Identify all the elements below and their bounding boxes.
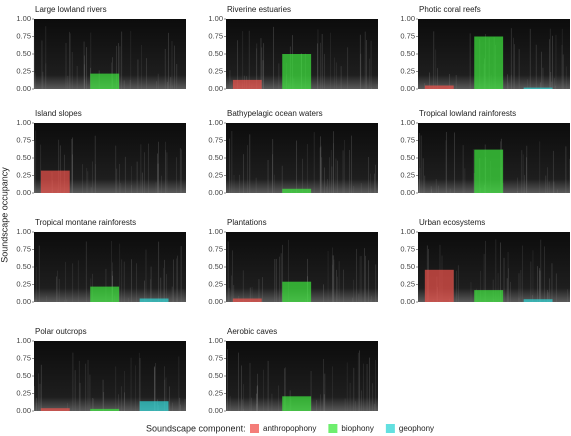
y-tick-label: 1.00 [208, 14, 223, 23]
y-tick-label: 1.00 [16, 14, 31, 23]
panel-title: Aerobic caves [227, 327, 277, 336]
y-tick-label: 0.50 [208, 371, 223, 380]
y-tick-label: 0.00 [208, 406, 223, 415]
y-tick-label: 0.00 [16, 406, 31, 415]
y-tick-label: 0.50 [400, 262, 415, 271]
y-tick-label: 0.50 [400, 153, 415, 162]
panel-title: Photic coral reefs [419, 5, 481, 14]
y-tick-label: 0.00 [16, 84, 31, 93]
y-tick-label: 0.75 [400, 135, 415, 144]
y-tick-label: 0.75 [208, 244, 223, 253]
bar [282, 281, 312, 302]
panel-title: Large lowland rivers [35, 5, 107, 14]
panel-title: Island slopes [35, 109, 82, 118]
legend-swatch [385, 424, 395, 433]
legend-title: Soundscape component: [146, 423, 246, 433]
panel-title: Polar outcrops [35, 327, 87, 336]
y-tick-label: 0.25 [16, 170, 31, 179]
y-tick-label: 1.00 [16, 336, 31, 345]
y-tick-label: 0.00 [400, 84, 415, 93]
y-tick-label: 1.00 [16, 118, 31, 127]
y-tick-label: 0.25 [400, 279, 415, 288]
y-tick-label: 1.00 [208, 118, 223, 127]
bar [424, 269, 454, 302]
panel-title: Urban ecosystems [419, 218, 485, 227]
y-axis-label: Soundscape occupancy [0, 167, 9, 263]
legend-label: anthropophony [263, 424, 316, 433]
y-tick-label: 0.75 [16, 135, 31, 144]
panel-title: Tropical montane rainforests [35, 218, 136, 227]
y-tick-label: 0.00 [16, 188, 31, 197]
bar [90, 73, 120, 89]
bar [474, 36, 504, 89]
y-tick-label: 0.25 [16, 279, 31, 288]
y-tick-label: 0.25 [16, 388, 31, 397]
panel-title: Bathypelagic ocean waters [227, 109, 323, 118]
bar [282, 188, 312, 193]
legend-swatch [250, 424, 259, 433]
y-tick-label: 0.75 [208, 353, 223, 362]
y-tick-label: 0.75 [16, 353, 31, 362]
legend-swatch [328, 424, 338, 433]
y-tick-label: 0.75 [400, 31, 415, 40]
y-tick-label: 0.75 [400, 244, 415, 253]
y-tick-label: 0.50 [208, 153, 223, 162]
y-tick-label: 0.00 [16, 297, 31, 306]
y-tick-label: 1.00 [400, 118, 415, 127]
y-tick-label: 0.50 [16, 262, 31, 271]
y-tick-label: 0.50 [208, 49, 223, 58]
y-tick-label: 1.00 [400, 227, 415, 236]
y-tick-label: 0.50 [208, 262, 223, 271]
y-tick-label: 0.25 [208, 388, 223, 397]
y-tick-label: 0.00 [208, 188, 223, 197]
y-tick-label: 0.00 [208, 297, 223, 306]
bar [523, 87, 553, 89]
bar [474, 149, 504, 193]
y-tick-label: 0.25 [400, 170, 415, 179]
y-tick-label: 0.50 [16, 49, 31, 58]
panel-title: Tropical lowland rainforests [419, 109, 516, 118]
bar [474, 290, 504, 302]
plot-background [226, 123, 378, 193]
y-tick-label: 0.50 [16, 153, 31, 162]
bar [139, 298, 169, 302]
y-tick-label: 0.75 [16, 31, 31, 40]
bar [40, 408, 70, 411]
y-tick-label: 0.25 [208, 66, 223, 75]
y-tick-label: 1.00 [208, 227, 223, 236]
y-tick-label: 1.00 [208, 336, 223, 345]
legend-label: biophony [341, 424, 373, 433]
y-tick-label: 0.50 [16, 371, 31, 380]
y-tick-label: 0.75 [16, 244, 31, 253]
bar [90, 408, 120, 411]
plot-background [34, 341, 186, 411]
y-tick-label: 0.00 [400, 188, 415, 197]
y-tick-label: 0.25 [16, 66, 31, 75]
y-tick-label: 0.25 [208, 279, 223, 288]
panel-title: Riverine estuaries [227, 5, 291, 14]
y-tick-label: 1.00 [400, 14, 415, 23]
bar [282, 54, 312, 89]
y-tick-label: 0.75 [208, 135, 223, 144]
y-tick-label: 0.00 [400, 297, 415, 306]
bar [40, 170, 70, 193]
y-tick-label: 0.75 [208, 31, 223, 40]
y-tick-label: 0.50 [400, 49, 415, 58]
bar [232, 79, 262, 89]
y-tick-label: 0.25 [400, 66, 415, 75]
bar [90, 286, 120, 302]
panel-title: Plantations [227, 218, 267, 227]
y-tick-label: 0.25 [208, 170, 223, 179]
y-tick-label: 0.00 [208, 84, 223, 93]
y-tick-label: 1.00 [16, 227, 31, 236]
bar [232, 298, 262, 302]
bar [523, 299, 553, 302]
bar [282, 396, 312, 411]
bar [139, 401, 169, 411]
bar [424, 85, 454, 89]
legend-label: geophony [399, 424, 434, 433]
